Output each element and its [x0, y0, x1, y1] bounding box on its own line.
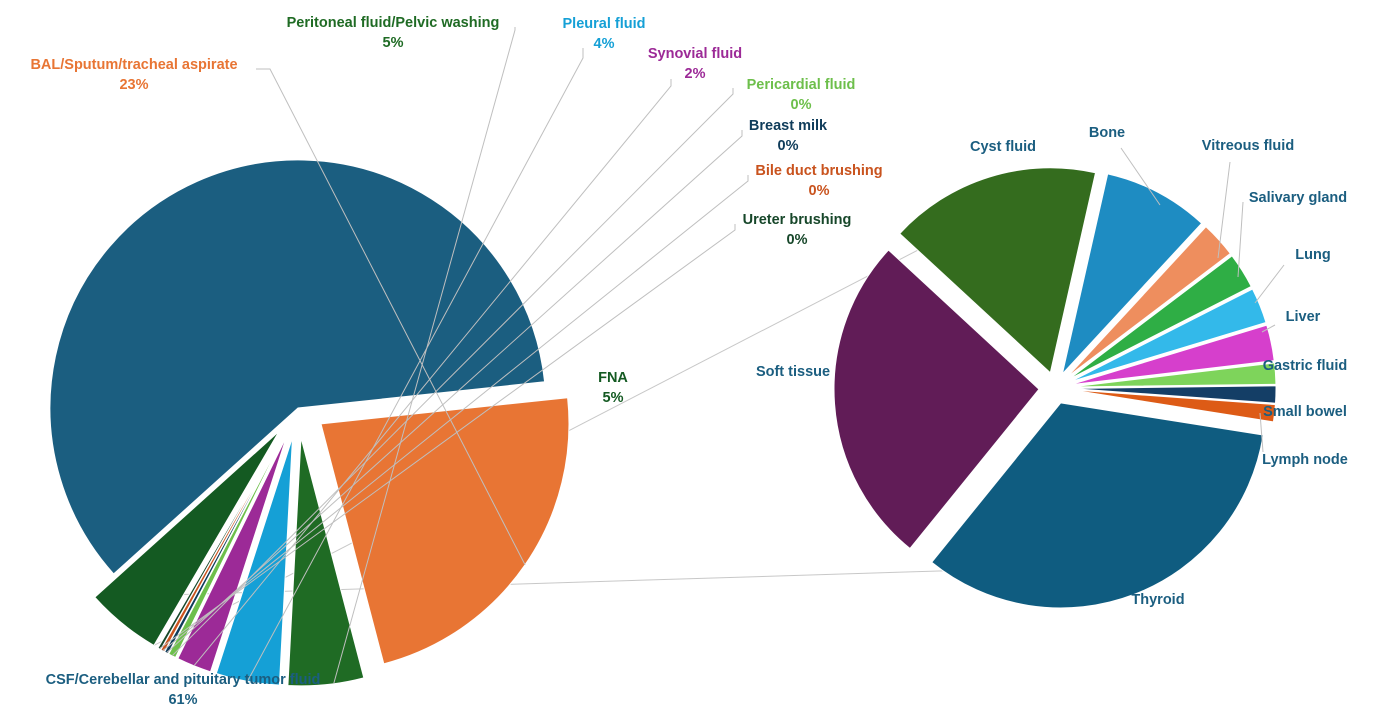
- label-salivary-gland: Salivary gland: [1249, 190, 1347, 206]
- leader-bile-duct-brushing: [162, 175, 749, 652]
- primary-pie: [49, 159, 570, 687]
- label-liver: Liver: [1286, 309, 1321, 325]
- secondary-slice-lymph-node: [1070, 389, 1276, 423]
- data-labels: CSF/Cerebellar and pituitary tumor fluid…: [30, 15, 1347, 708]
- secondary-slice-soft-tissue: [833, 249, 1040, 550]
- leader-lymph-node: [1259, 412, 1264, 453]
- leader-lines: [158, 27, 1285, 684]
- secondary-slice-bone: [1061, 173, 1203, 376]
- secondary-slice-gastric-fluid: [1070, 362, 1277, 388]
- leader-bal-sputum-tracheal-aspirate: [256, 68, 526, 566]
- label-synovial-fluid: Synovial fluid 2%: [648, 46, 742, 82]
- label-csf-cerebellar-and-pituitary-tumor-fluid: CSF/Cerebellar and pituitary tumor fluid…: [46, 672, 321, 708]
- leader-pericardial-fluid: [171, 88, 734, 657]
- secondary-slice-cyst-fluid: [898, 167, 1097, 374]
- leader-ureter-brushing: [158, 224, 736, 650]
- secondary-slice-vitreous-fluid: [1066, 225, 1232, 378]
- label-breast-milk: Breast milk 0%: [749, 118, 828, 154]
- label-pleural-fluid: Pleural fluid 4%: [563, 16, 646, 52]
- label-peritoneal-fluid-pelvic-washing: Peritoneal fluid/Pelvic washing 5%: [287, 15, 500, 51]
- leader-peritoneal-fluid-pelvic-washing: [333, 27, 516, 684]
- leader-synovial-fluid: [193, 79, 672, 667]
- primary-slice-bal-sputum-tracheal-aspirate: [320, 397, 570, 665]
- leader-pleural-fluid: [246, 48, 584, 682]
- primary-slice-pericardial-fluid: [168, 434, 285, 659]
- leader-liver: [1261, 324, 1276, 333]
- leader-bone: [1120, 147, 1161, 206]
- secondary-slice-salivary-gland: [1068, 255, 1252, 380]
- leader-salivary-gland: [1237, 201, 1244, 278]
- primary-slice-peritoneal-fluid-pelvic-washing: [287, 437, 365, 687]
- label-pericardial-fluid: Pericardial fluid 0%: [747, 77, 856, 113]
- primary-slice-csf-cerebellar-and-pituitary-tumor-fluid: [49, 159, 546, 575]
- label-bone: Bone: [1089, 125, 1125, 141]
- label-lymph-node: Lymph node: [1262, 452, 1348, 468]
- secondary-slice-thyroid: [930, 402, 1264, 609]
- label-bal-sputum-tracheal-aspirate: BAL/Sputum/tracheal aspirate 23%: [30, 57, 237, 93]
- label-bile-duct-brushing: Bile duct brushing 0%: [755, 163, 882, 199]
- label-small-bowel: Small bowel: [1263, 404, 1347, 420]
- label-cyst-fluid: Cyst fluid: [970, 139, 1036, 155]
- secondary-pie: [833, 167, 1277, 609]
- label-ureter-brushing: Ureter brushing 0%: [743, 212, 852, 248]
- label-vitreous-fluid: Vitreous fluid: [1202, 138, 1294, 154]
- label-soft-tissue: Soft tissue: [756, 364, 830, 380]
- leader-vitreous-fluid: [1217, 161, 1231, 259]
- label-lung: Lung: [1295, 247, 1330, 263]
- label-gastric-fluid: Gastric fluid: [1263, 358, 1348, 374]
- label-fna: FNA 5%: [598, 370, 628, 406]
- secondary-slice-liver: [1070, 324, 1275, 386]
- secondary-slice-lung: [1069, 288, 1267, 383]
- leader-lung: [1254, 264, 1285, 304]
- leader-breast-milk: [166, 130, 743, 654]
- secondary-slice-small-bowel: [1070, 385, 1277, 404]
- label-thyroid: Thyroid: [1131, 592, 1184, 608]
- primary-slice-fna: [94, 430, 280, 647]
